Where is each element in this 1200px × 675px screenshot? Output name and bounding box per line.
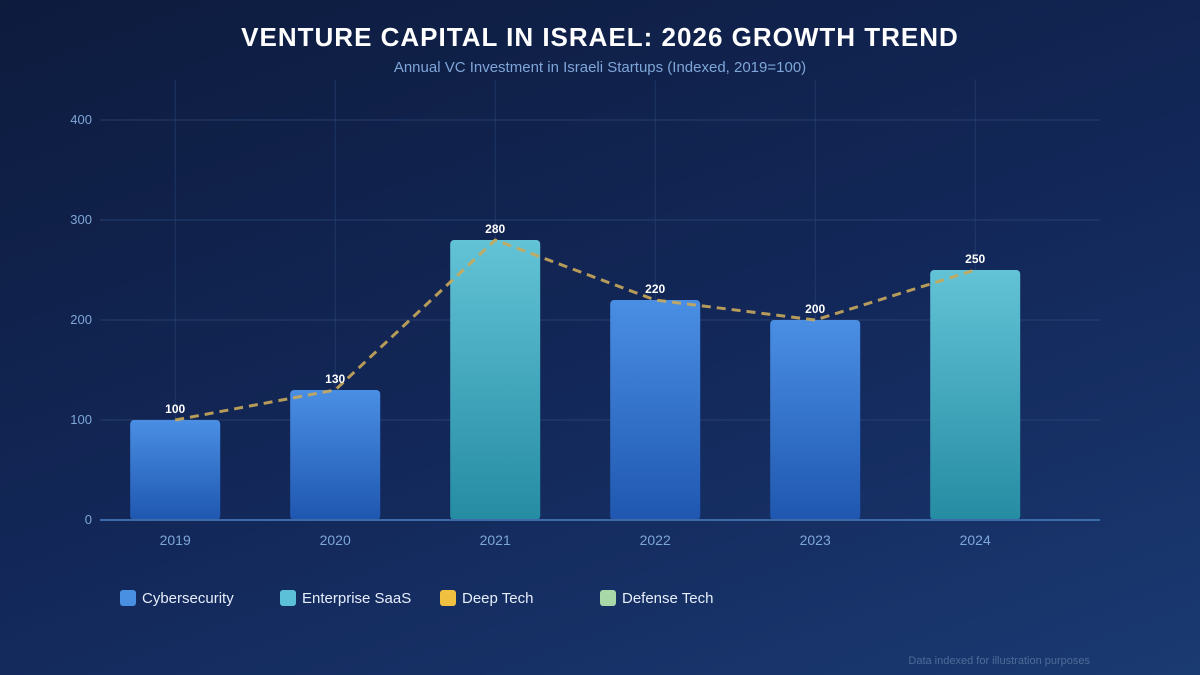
legend-label-deep-tech: Deep Tech [462,589,534,607]
x-tick-label-2024: 2024 [960,532,991,548]
legend-swatch-cybersecurity [120,590,136,606]
chart-title: VENTURE CAPITAL IN ISRAEL: 2026 GROWTH T… [241,22,959,52]
x-tick-label-2019: 2019 [160,532,191,548]
legend-swatch-deep-tech [440,590,456,606]
bar-2019 [130,420,221,520]
chart-subtitle: Annual VC Investment in Israeli Startups… [393,59,807,76]
value-labels: 100 130 280 220 200 250 [165,222,985,416]
bar-2021 [450,240,541,520]
footnote: Data indexed for illustration purposes [908,655,1090,667]
legend: Cybersecurity Enterprise SaaS Deep Tech … [120,589,760,607]
legend-swatch-defense-tech [600,590,616,606]
x-axis-ticks: 2019 2020 2021 2022 2023 2024 [160,532,991,548]
bar-2022 [610,300,701,520]
legend-item-enterprise-saas: Enterprise SaaS [280,590,440,607]
trend-line [174,238,976,422]
y-tick-label: 100 [70,412,92,427]
x-tick-label-2021: 2021 [480,532,511,548]
bar-2023 [770,320,861,520]
legend-label-cybersecurity: Cybersecurity [142,589,234,607]
legend-swatch-enterprise-saas [280,590,296,606]
bar-2024 [930,270,1021,520]
x-tick-label-2020: 2020 [320,532,351,548]
value-label-2022: 220 [645,282,665,296]
legend-label-enterprise-saas: Enterprise SaaS [302,589,412,607]
legend-label-defense-tech: Defense Tech [622,589,714,607]
value-label-2021: 280 [485,222,505,236]
value-label-2024: 250 [965,252,985,266]
y-tick-label: 0 [85,512,92,527]
y-axis-ticks: 0 100 200 300 400 [70,112,92,527]
x-tick-label-2023: 2023 [800,532,831,548]
value-label-2020: 130 [325,372,345,386]
y-tick-label: 200 [70,312,92,327]
y-tick-label: 400 [70,112,92,127]
bar-2020 [290,390,381,520]
value-label-2019: 100 [165,402,185,416]
legend-item-cybersecurity: Cybersecurity [120,590,280,607]
value-label-2023: 200 [805,302,825,316]
trend-line-series [174,238,976,422]
x-tick-label-2022: 2022 [640,532,671,548]
legend-item-deep-tech: Deep Tech [440,590,600,607]
bars [130,240,1021,520]
y-tick-label: 300 [70,212,92,227]
legend-item-defense-tech: Defense Tech [600,590,760,607]
